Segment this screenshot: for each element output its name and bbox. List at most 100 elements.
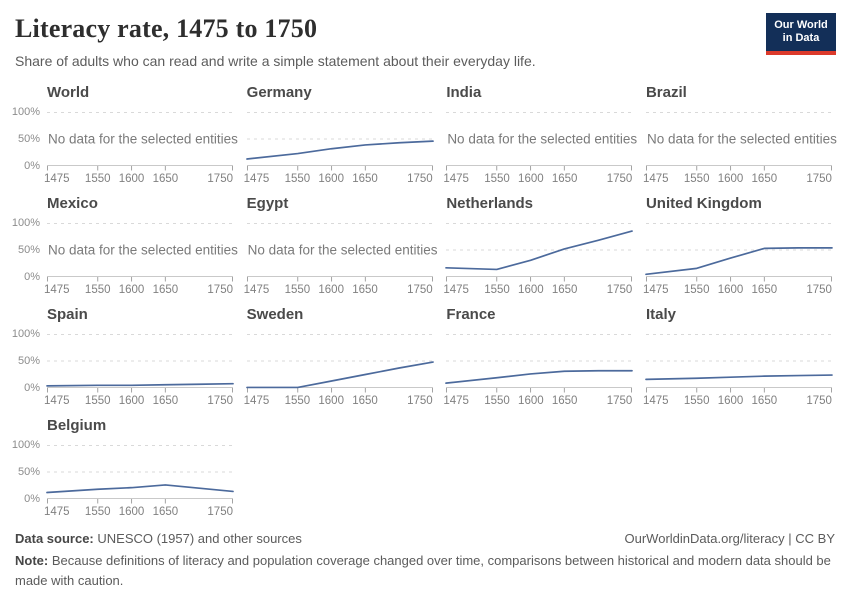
- y-axis-label: 0%: [24, 382, 40, 394]
- chart-line-svg-spain: [46, 334, 234, 393]
- x-axis-label: 1475: [243, 173, 270, 185]
- data-line-belgium: [46, 484, 234, 494]
- chart-line-svg-belgium: [46, 445, 234, 504]
- x-axis-label: 1475: [642, 395, 669, 407]
- x-axis-label: 1650: [352, 395, 378, 407]
- x-axis-label: 1650: [751, 395, 778, 407]
- footer-note-text: Because definitions of literacy and popu…: [15, 553, 831, 588]
- x-axis-label: 1475: [443, 173, 469, 185]
- x-axis-label: 1750: [207, 506, 233, 518]
- chart-plot-united-kingdom: [645, 223, 833, 282]
- x-axis-label: 1750: [606, 395, 633, 407]
- attribution-link[interactable]: OurWorldinData.org/literacy | CC BY: [624, 531, 835, 546]
- x-axis-label: 1550: [683, 395, 710, 407]
- chart-panel-italy: Italy 1475 1550 1600 1650 1750: [642, 306, 833, 408]
- x-axis-label: 1650: [551, 284, 578, 296]
- chart-plot-italy: [645, 334, 833, 393]
- chart-panel-germany: Germany 1475 1550 1600 1650 1750: [243, 84, 434, 186]
- x-axis-label: 1650: [751, 284, 778, 296]
- x-axis-label: 1600: [717, 284, 744, 296]
- chart-plot-egypt: No data for the selected entities: [246, 223, 438, 282]
- x-axis-label: 1475: [44, 284, 70, 296]
- chart-panel-united-kingdom: United Kingdom 1475 1550 1600 1650 1750: [643, 195, 833, 297]
- data-source-value: UNESCO (1957) and other sources: [97, 531, 302, 546]
- x-axis-label: 1550: [484, 284, 510, 296]
- no-data-message-world: No data for the selected entities: [48, 131, 238, 147]
- chart-line-svg-mexico: [47, 223, 233, 282]
- chart-plot-india: No data for the selected entities: [446, 112, 637, 171]
- chart-panel-title-world: World: [47, 84, 90, 101]
- page-subtitle: Share of adults who can read and write a…: [15, 53, 536, 69]
- data-line-spain: [46, 382, 234, 387]
- x-axis-label: 1600: [118, 173, 145, 185]
- x-axis-labels-world: 1475 1550 1600 1650 1750: [44, 173, 233, 186]
- x-axis-label: 1650: [152, 284, 179, 296]
- chart-panel-title-france: France: [446, 306, 496, 323]
- no-data-message-brazil: No data for the selected entities: [646, 131, 837, 147]
- chart-line-svg-india: [446, 112, 633, 171]
- x-axis-label: 1550: [484, 395, 510, 407]
- chart-plot-brazil: No data for the selected entities: [645, 112, 837, 171]
- footer-note: Note: Because definitions of literacy an…: [15, 551, 835, 590]
- x-axis-label: 1750: [407, 173, 433, 185]
- y-axis-label: 0%: [24, 160, 40, 172]
- x-axis-labels-mexico: 1475 1550 1600 1650 1750: [44, 284, 233, 297]
- chart-panel-title-egypt: Egypt: [246, 195, 289, 212]
- x-axis-labels-france: 1475 1550 1600 1650 1750: [443, 395, 633, 408]
- x-axis-label: 1750: [606, 173, 633, 185]
- no-data-message-india: No data for the selected entities: [447, 131, 638, 147]
- chart-line-svg-italy: [645, 334, 833, 393]
- x-axis-label: 1750: [806, 173, 832, 185]
- chart-panel-netherlands: Netherlands 1475 1550 1600 1650 1750: [443, 195, 634, 297]
- chart-line-svg-united-kingdom: [645, 223, 833, 282]
- data-line-united-kingdom: [645, 246, 833, 276]
- chart-line-svg-germany: [245, 112, 434, 171]
- x-axis-label: 1650: [352, 284, 378, 296]
- x-axis-label: 1475: [44, 506, 70, 518]
- y-axis-label: 50%: [17, 133, 40, 145]
- x-axis-label: 1650: [551, 173, 578, 185]
- x-axis-label: 1475: [243, 284, 270, 296]
- x-axis-label: 1650: [152, 173, 179, 185]
- chart-panel-title-italy: Italy: [645, 306, 676, 323]
- x-axis-label: 1600: [118, 284, 145, 296]
- owid-logo-text: Our World in Data: [766, 13, 836, 51]
- x-axis-label: 1750: [407, 284, 433, 296]
- x-axis-label: 1750: [606, 284, 633, 296]
- x-axis-label: 1550: [84, 284, 111, 296]
- x-axis-label: 1650: [551, 395, 578, 407]
- owid-logo-line1: Our World: [774, 19, 828, 31]
- y-axis-label: 100%: [11, 328, 40, 340]
- chart-line-svg-world: [47, 112, 233, 171]
- y-axis-label: 100%: [11, 106, 40, 118]
- footer: Data source: UNESCO (1957) and other sou…: [15, 531, 835, 546]
- x-axis-label: 1475: [243, 395, 270, 407]
- chart-line-svg-france: [445, 334, 634, 393]
- chart-panel-title-united-kingdom: United Kingdom: [645, 195, 762, 212]
- x-axis-labels-egypt: 1475 1550 1600 1650 1750: [243, 284, 433, 297]
- x-axis-label: 1750: [207, 173, 233, 185]
- x-axis-label: 1600: [118, 395, 145, 407]
- x-axis-label: 1600: [518, 395, 544, 407]
- chart-panel-title-netherlands: Netherlands: [446, 195, 534, 212]
- x-axis-label: 1750: [806, 395, 832, 407]
- x-axis-label: 1600: [717, 173, 744, 185]
- data-line-sweden: [245, 361, 434, 389]
- page-title: Literacy rate, 1475 to 1750: [15, 14, 318, 43]
- chart-panel-egypt: Egypt No data for the selected entities 14…: [243, 195, 438, 297]
- x-axis-label: 1550: [484, 173, 510, 185]
- x-axis-labels-sweden: 1475 1550 1600 1650 1750: [243, 395, 433, 408]
- x-axis-label: 1550: [683, 173, 710, 185]
- chart-panel-title-india: India: [446, 84, 482, 101]
- x-axis-label: 1475: [443, 395, 469, 407]
- x-axis-label: 1750: [407, 395, 433, 407]
- x-axis-labels-italy: 1475 1550 1600 1650 1750: [642, 395, 832, 408]
- y-axis-label: 100%: [11, 217, 40, 229]
- x-axis-label: 1750: [806, 284, 832, 296]
- y-axis-label: 50%: [17, 355, 40, 367]
- chart-line-svg-netherlands: [445, 223, 634, 282]
- x-axis-label: 1475: [44, 173, 70, 185]
- chart-panel-mexico: Mexico No data for the selected entities 0…: [12, 195, 238, 297]
- x-axis-labels-spain: 1475 1550 1600 1650 1750: [44, 395, 233, 408]
- owid-logo[interactable]: Our World in Data: [766, 13, 836, 55]
